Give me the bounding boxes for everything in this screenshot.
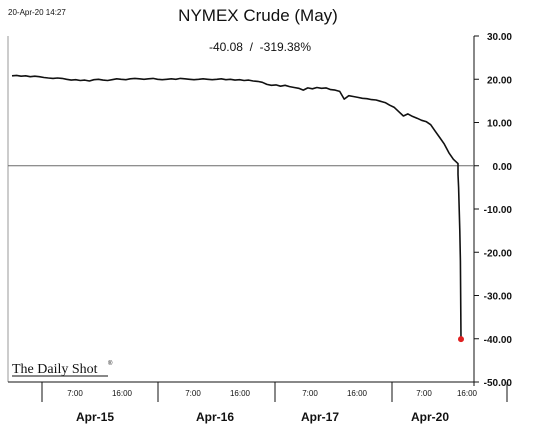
last-price-point bbox=[458, 336, 464, 343]
y-tick-label: -20.00 bbox=[484, 248, 513, 259]
timestamp-label: 20-Apr-20 14:27 bbox=[8, 8, 66, 17]
y-tick-label: 30.00 bbox=[487, 32, 512, 43]
y-tick-label: 10.00 bbox=[487, 119, 512, 130]
y-tick-label: -40.00 bbox=[484, 335, 513, 346]
x-time-label: 16:00 bbox=[347, 389, 368, 398]
watermark-registered-mark: ® bbox=[108, 360, 113, 367]
x-session-label: Apr-17 bbox=[301, 410, 339, 424]
y-tick-label: -10.00 bbox=[484, 205, 513, 216]
price-line bbox=[11, 74, 462, 340]
x-time-label: 16:00 bbox=[457, 389, 478, 398]
change-label: -40.08 / -319.38% bbox=[209, 40, 311, 54]
watermark-text: The Daily Shot bbox=[12, 362, 98, 377]
x-time-label: 7:00 bbox=[302, 389, 318, 398]
x-time-label: 7:00 bbox=[67, 389, 83, 398]
chart-title: NYMEX Crude (May) bbox=[178, 6, 338, 25]
y-tick-label: -50.00 bbox=[484, 378, 513, 389]
x-time-label: 16:00 bbox=[112, 389, 133, 398]
x-session-label: Apr-16 bbox=[196, 410, 234, 424]
x-time-label: 7:00 bbox=[185, 389, 201, 398]
y-tick-label: -30.00 bbox=[484, 292, 513, 303]
x-time-label: 7:00 bbox=[416, 389, 432, 398]
y-tick-label: 20.00 bbox=[487, 75, 512, 86]
x-time-label: 16:00 bbox=[230, 389, 251, 398]
x-session-label: Apr-15 bbox=[76, 410, 114, 424]
y-tick-label: 0.00 bbox=[493, 162, 513, 173]
x-session-label: Apr-20 bbox=[411, 410, 449, 424]
watermark-logo: The Daily Shot ® bbox=[12, 360, 113, 377]
